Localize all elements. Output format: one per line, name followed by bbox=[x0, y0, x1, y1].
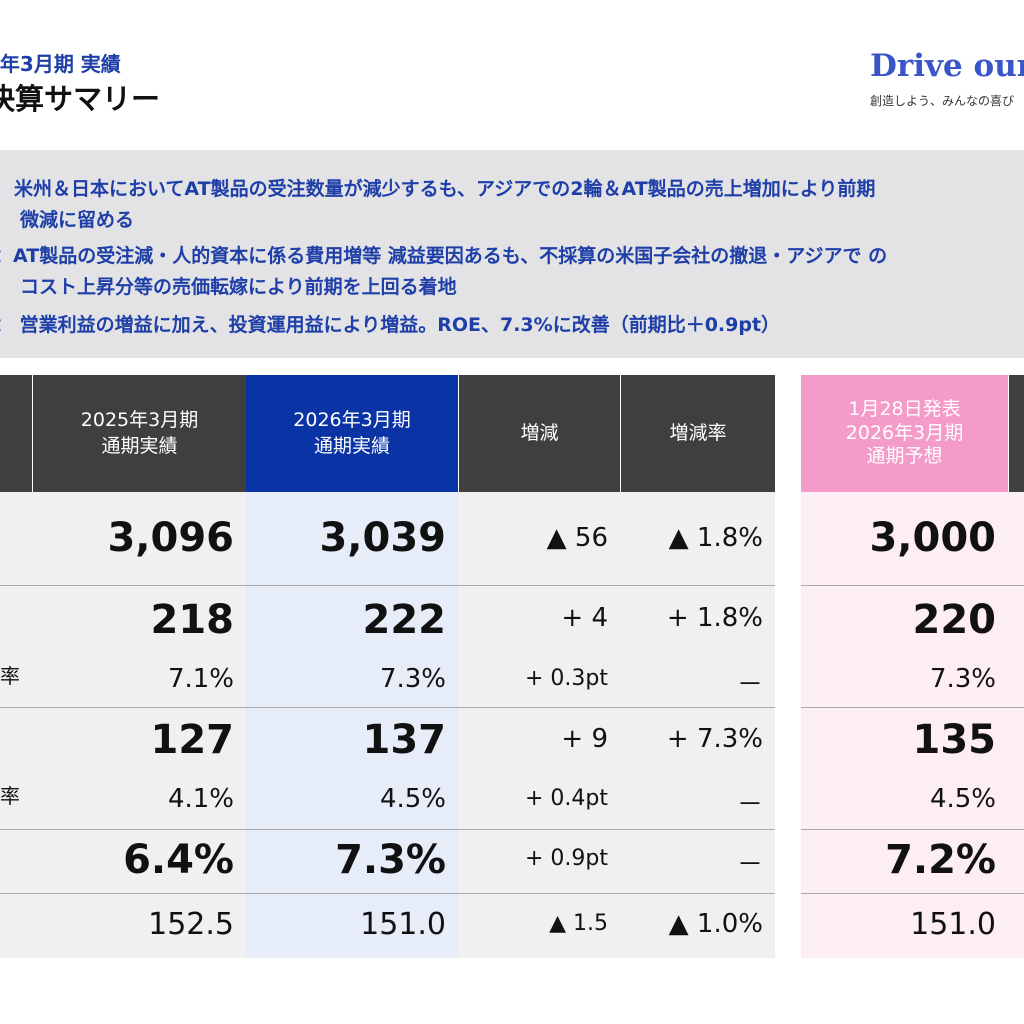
summary-line-op: ：AT製品の受注減・人的資本に係る費用増等 減益要因あるも、不採算の米国子会社の… bbox=[0, 245, 888, 267]
header-forecast-line2: 2026年3月期 bbox=[845, 421, 964, 444]
row-divider bbox=[801, 585, 1024, 586]
header-fy2025: 2025年3月期 通期実績 bbox=[33, 375, 246, 492]
header-fy2025-line2: 通期実績 bbox=[101, 434, 178, 457]
row-divider bbox=[0, 829, 775, 830]
cell-fx-fy2026: 151.0 bbox=[360, 907, 446, 942]
fy2026-column-bg bbox=[246, 492, 458, 958]
cell-np-fy2025: 127 bbox=[150, 717, 235, 763]
cell-npm-forecast: 4.5% bbox=[929, 784, 996, 814]
header-forecast: 1月28日発表 2026年3月期 通期予想 bbox=[801, 375, 1008, 492]
header-rate-label: 増減率 bbox=[669, 421, 727, 444]
cell-op-rate: + 1.8% bbox=[666, 603, 763, 633]
slogan-subtext: 創造しよう、みんなの喜び bbox=[870, 94, 1015, 108]
cell-npm-fy2026: 4.5% bbox=[379, 784, 446, 814]
cell-sales-fy2025: 3,096 bbox=[107, 515, 234, 561]
row-divider bbox=[0, 893, 775, 894]
header-fy2026: 2026年3月期 通期実績 bbox=[246, 375, 458, 492]
cell-sales-fy2026: 3,039 bbox=[319, 515, 446, 561]
cell-fx-rate: ▲ 1.0% bbox=[668, 909, 763, 939]
cell-fx-change: ▲ 1.5 bbox=[549, 911, 608, 936]
cell-opm-rate: － bbox=[736, 670, 763, 700]
cell-roe-fy2025: 6.4% bbox=[123, 837, 234, 883]
cell-op-fy2026: 222 bbox=[362, 597, 447, 643]
summary-line-sales: 米州＆日本においてAT製品の受注数量が減少するも、アジアでの2輪＆AT製品の売上… bbox=[14, 178, 876, 200]
cell-roe-forecast: 7.2% bbox=[885, 837, 996, 883]
header-change: 増減 bbox=[459, 375, 620, 492]
slogan: Drive our f bbox=[870, 48, 1024, 84]
cell-npm-rate: － bbox=[736, 790, 763, 820]
cell-opm-fy2025: 7.1% bbox=[167, 664, 234, 694]
cell-opm-fy2026: 7.3% bbox=[379, 664, 446, 694]
report-period-label: 6年3月期 実績 bbox=[0, 52, 121, 76]
cell-op-change: + 4 bbox=[561, 603, 608, 633]
summary-box: 米州＆日本においてAT製品の受注数量が減少するも、アジアでの2輪＆AT製品の売上… bbox=[0, 150, 1024, 358]
summary-line-op-cont: コスト上昇分等の売価転嫁により前期を上回る着地 bbox=[20, 276, 457, 298]
row-label-np-margin: 率 bbox=[0, 784, 20, 808]
header-extra-col bbox=[1009, 375, 1024, 492]
cell-op-forecast: 220 bbox=[912, 597, 997, 643]
row-divider bbox=[0, 585, 775, 586]
cell-fx-forecast: 151.0 bbox=[910, 907, 996, 942]
header-rate: 増減率 bbox=[621, 375, 775, 492]
header-fy2026-line1: 2026年3月期 bbox=[293, 408, 411, 431]
header-forecast-line3: 通期予想 bbox=[866, 445, 943, 468]
cell-np-forecast: 135 bbox=[912, 717, 997, 763]
header-change-label: 増減 bbox=[520, 421, 559, 444]
cell-sales-change: ▲ 56 bbox=[546, 523, 608, 553]
cell-np-fy2026: 137 bbox=[362, 717, 447, 763]
cell-sales-forecast: 3,000 bbox=[869, 515, 996, 561]
cell-roe-rate: － bbox=[736, 850, 763, 880]
cell-roe-fy2026: 7.3% bbox=[335, 837, 446, 883]
page-title: 決算サマリー bbox=[0, 82, 161, 116]
row-divider bbox=[0, 707, 775, 708]
cell-npm-fy2025: 4.1% bbox=[167, 784, 234, 814]
summary-line-sales-cont: 微減に留める bbox=[20, 209, 135, 231]
cell-fx-fy2025: 152.5 bbox=[148, 907, 234, 942]
summary-line-np: ： 営業利益の増益に加え、投資運用益により増益。ROE、7.3%に改善（前期比＋… bbox=[0, 314, 781, 336]
cell-opm-forecast: 7.3% bbox=[929, 664, 996, 694]
cell-npm-change: + 0.4pt bbox=[524, 786, 608, 811]
row-divider bbox=[801, 707, 1024, 708]
forecast-column-bg bbox=[801, 492, 1024, 958]
cell-sales-rate: ▲ 1.8% bbox=[668, 523, 763, 553]
header-forecast-line1: 1月28日発表 bbox=[848, 397, 961, 420]
cell-np-rate: + 7.3% bbox=[666, 724, 763, 754]
header-fy2025-line1: 2025年3月期 bbox=[80, 408, 199, 431]
header-fy2026-line2: 通期実績 bbox=[313, 434, 390, 457]
row-divider bbox=[801, 829, 1024, 830]
cell-op-fy2025: 218 bbox=[150, 597, 235, 643]
row-divider bbox=[801, 893, 1024, 894]
header-label-col bbox=[0, 375, 32, 492]
row-label-op-margin: 率 bbox=[0, 664, 20, 688]
cell-np-change: + 9 bbox=[561, 724, 608, 754]
cell-opm-change: + 0.3pt bbox=[524, 666, 608, 691]
cell-roe-change: + 0.9pt bbox=[524, 846, 608, 871]
